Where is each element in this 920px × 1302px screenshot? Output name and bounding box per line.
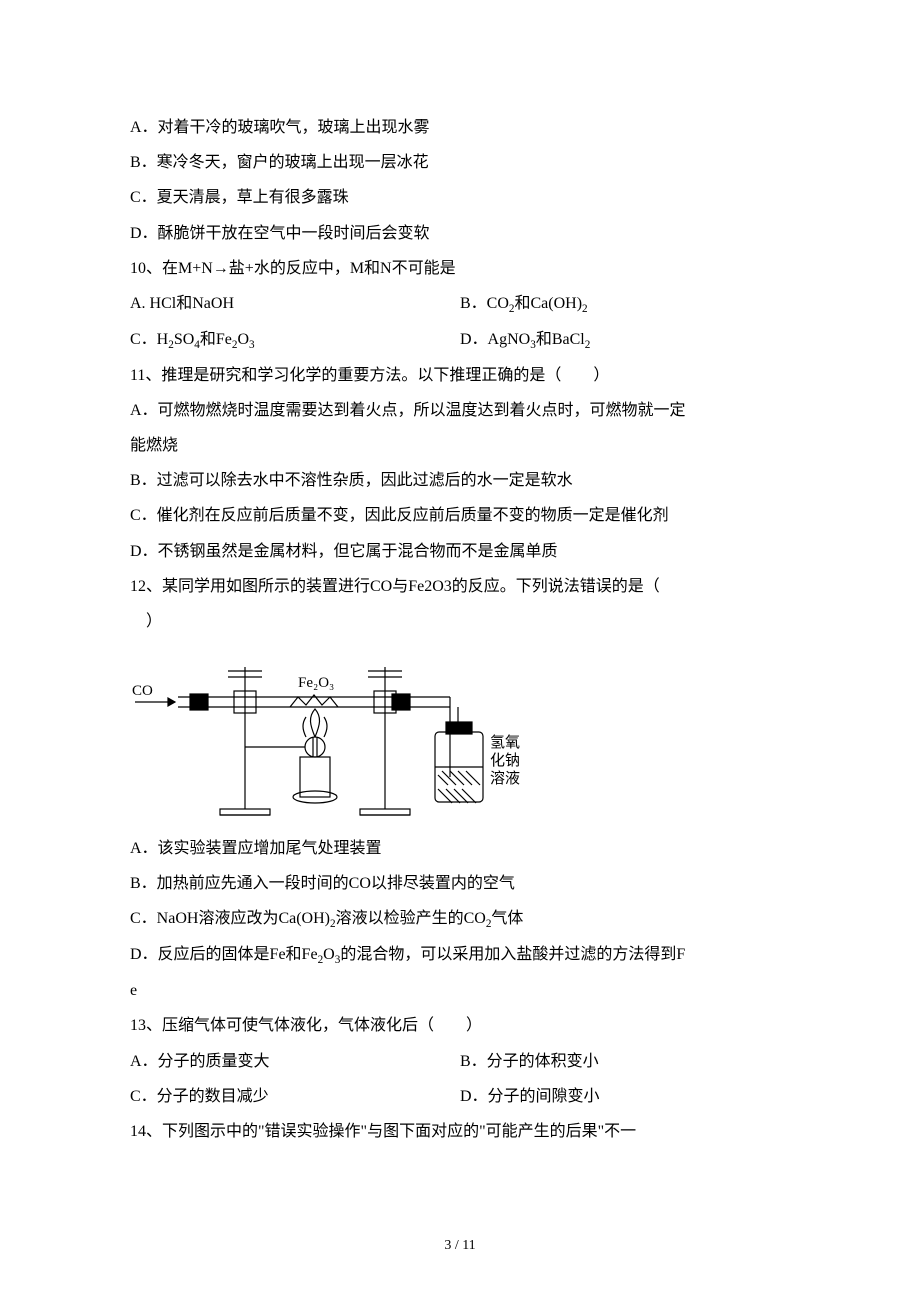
- q10-option-c: C．H2SO4和Fe2O3: [130, 322, 460, 358]
- q13-option-c: C．分子的数目减少: [130, 1079, 460, 1114]
- q9-option-b: B．寒冷冬天，窗户的玻璃上出现一层冰花: [130, 145, 790, 180]
- q12-stem-l2: ）: [130, 604, 790, 639]
- q13-stem: 13、压缩气体可使气体液化，气体液化后（ ）: [130, 1008, 790, 1043]
- q12-option-d-l1: D．反应后的固体是Fe和Fe2O3的混合物，可以采用加入盐酸并过滤的方法得到F: [130, 937, 790, 973]
- q11-stem: 11、推理是研究和学习化学的重要方法。以下推理正确的是（ ）: [130, 358, 790, 393]
- q10-option-b: B．CO2和Ca(OH)2: [460, 286, 790, 322]
- q14-stem: 14、下列图示中的"错误实验操作"与图下面对应的"可能产生的后果"不一: [130, 1114, 790, 1149]
- q13-option-d: D．分子的间隙变小: [460, 1079, 790, 1114]
- q12-figure: CO Fe₂O₃ 氢氧 化钠 溶液: [130, 647, 790, 827]
- q10-stem: 10、在M+N→盐+水的反应中，M和N不可能是: [130, 251, 790, 286]
- q11-option-a-l2: 能燃烧: [130, 428, 790, 463]
- q10-option-d: D．AgNO3和BaCl2: [460, 322, 790, 358]
- q11-option-c: C．催化剂在反应前后质量不变，因此反应前后质量不变的物质一定是催化剂: [130, 498, 790, 533]
- svg-text:溶液: 溶液: [490, 770, 520, 787]
- q10-option-a: A. HCl和NaOH: [130, 286, 460, 322]
- q12-option-b: B．加热前应先通入一段时间的CO以排尽装置内的空气: [130, 866, 790, 901]
- q9-option-d: D．酥脆饼干放在空气中一段时间后会变软: [130, 216, 790, 251]
- q11-option-a-l1: A．可燃物燃烧时温度需要达到着火点，所以温度达到着火点时，可燃物就一定: [130, 393, 790, 428]
- svg-text:CO: CO: [132, 683, 153, 699]
- q12-stem-l1: 12、某同学用如图所示的装置进行CO与Fe2O3的反应。下列说法错误的是（: [130, 569, 790, 604]
- q9-option-c: C．夏天清晨，草上有很多露珠: [130, 180, 790, 215]
- q12-option-a: A．该实验装置应增加尾气处理装置: [130, 831, 790, 866]
- svg-text:化钠: 化钠: [490, 752, 520, 769]
- q11-option-d: D．不锈钢虽然是金属材料，但它属于混合物而不是金属单质: [130, 534, 790, 569]
- q12-option-d-l2: e: [130, 973, 790, 1008]
- q11-option-b: B．过滤可以除去水中不溶性杂质，因此过滤后的水一定是软水: [130, 463, 790, 498]
- q9-option-a: A．对着干冷的玻璃吹气，玻璃上出现水雾: [130, 110, 790, 145]
- svg-text:Fe₂O₃: Fe₂O₃: [298, 675, 334, 691]
- q13-option-b: B．分子的体积变小: [460, 1044, 790, 1079]
- svg-text:氢氧: 氢氧: [490, 734, 520, 751]
- page-number: 3 / 11: [0, 1231, 920, 1262]
- q13-option-a: A．分子的质量变大: [130, 1044, 460, 1079]
- q12-option-c: C．NaOH溶液应改为Ca(OH)2溶液以检验产生的CO2气体: [130, 901, 790, 937]
